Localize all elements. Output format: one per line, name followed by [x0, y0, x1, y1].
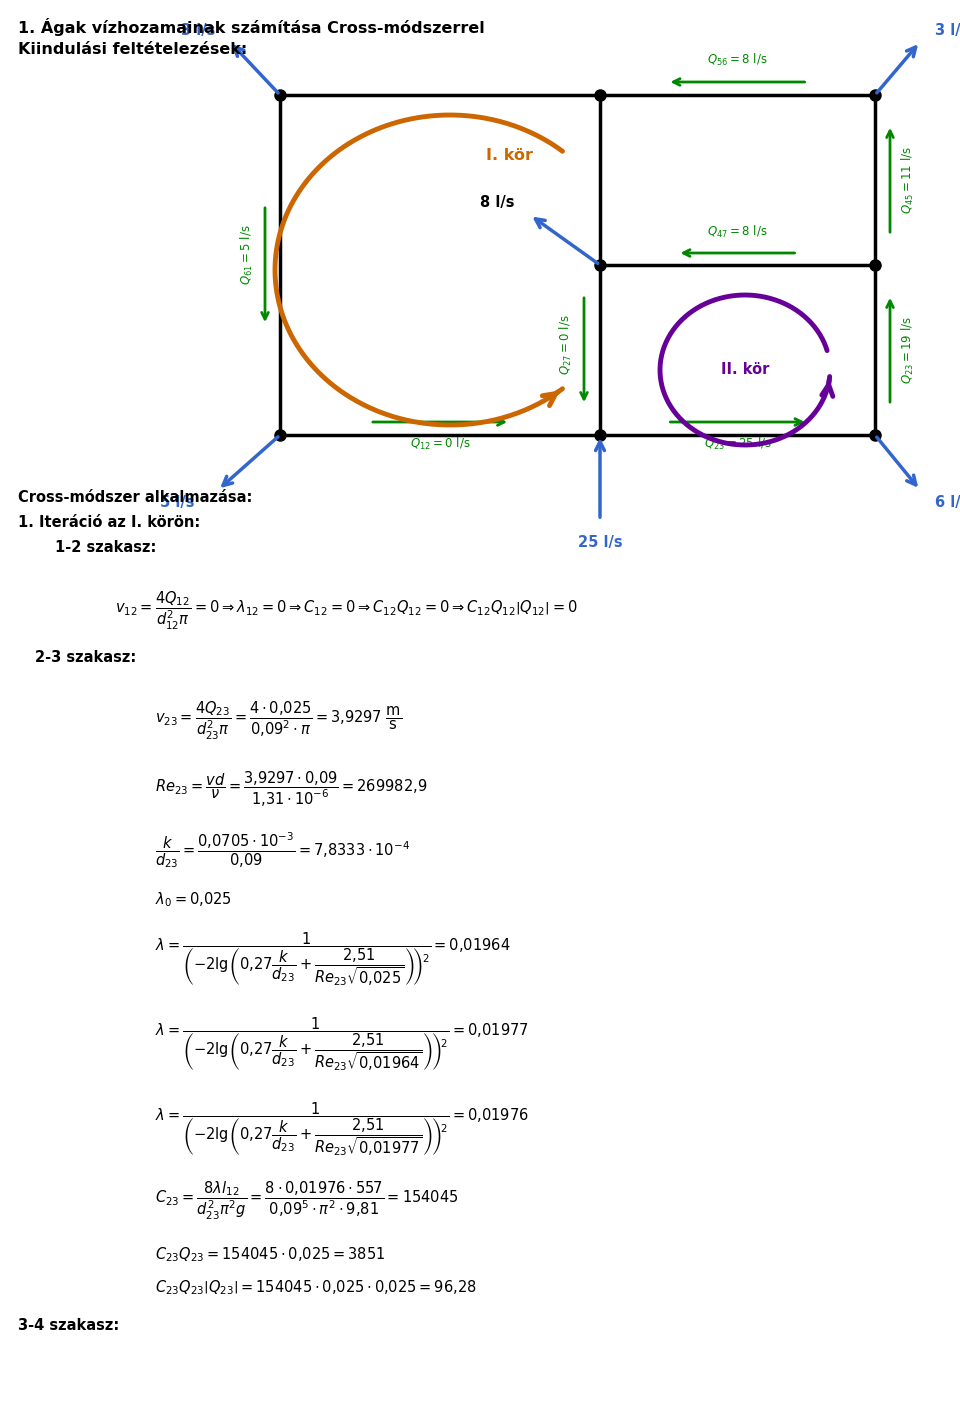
- Text: $C_{23}Q_{23} = 154045 \cdot 0{,}025 = 3851$: $C_{23}Q_{23} = 154045 \cdot 0{,}025 = 3…: [155, 1246, 385, 1264]
- Text: $\dfrac{k}{d_{23}} = \dfrac{0{,}0705 \cdot 10^{-3}}{0{,}09} = 7{,}8333 \cdot 10^: $\dfrac{k}{d_{23}} = \dfrac{0{,}0705 \cd…: [155, 830, 410, 870]
- Text: $C_{23}Q_{23}\left|Q_{23}\right| = 154045 \cdot 0{,}025 \cdot 0{,}025 = 96{,}28$: $C_{23}Q_{23}\left|Q_{23}\right| = 15404…: [155, 1278, 477, 1297]
- Text: $Q_{12}=0\ \mathrm{l/s}$: $Q_{12}=0\ \mathrm{l/s}$: [410, 436, 470, 452]
- Text: $Q_{27}=0\ \mathrm{l/s}$: $Q_{27}=0\ \mathrm{l/s}$: [558, 315, 574, 376]
- Text: Kiindulási feltételezések:: Kiindulási feltételezések:: [18, 43, 248, 57]
- Text: I. kör: I. kör: [487, 147, 534, 163]
- Text: 1. Iteráció az I. körön:: 1. Iteráció az I. körön:: [18, 514, 201, 530]
- Text: 1. Ágak vízhozamainak számítása Cross-módszerrel: 1. Ágak vízhozamainak számítása Cross-mó…: [18, 18, 485, 35]
- Text: $Q_{56}=8\ \mathrm{l/s}$: $Q_{56}=8\ \mathrm{l/s}$: [708, 52, 768, 68]
- Text: $Re_{23} = \dfrac{vd}{\nu} = \dfrac{3{,}9297 \cdot 0{,}09}{1{,}31 \cdot 10^{-6}}: $Re_{23} = \dfrac{vd}{\nu} = \dfrac{3{,}…: [155, 769, 427, 809]
- Text: 6 l/s: 6 l/s: [935, 495, 960, 510]
- Text: $C_{23} = \dfrac{8\lambda l_{12}}{d_{23}^2\pi^2 g} = \dfrac{8 \cdot 0{,}01976 \c: $C_{23} = \dfrac{8\lambda l_{12}}{d_{23}…: [155, 1180, 459, 1223]
- Text: $\lambda = \dfrac{1}{\left(-2\lg\!\left(0{,}27\dfrac{k}{d_{23}} + \dfrac{2{,}51}: $\lambda = \dfrac{1}{\left(-2\lg\!\left(…: [155, 930, 511, 988]
- Text: 2-3 szakasz:: 2-3 szakasz:: [35, 650, 136, 665]
- Text: $\lambda = \dfrac{1}{\left(-2\lg\!\left(0{,}27\dfrac{k}{d_{23}} + \dfrac{2{,}51}: $\lambda = \dfrac{1}{\left(-2\lg\!\left(…: [155, 1100, 529, 1158]
- Text: 8 l/s: 8 l/s: [481, 196, 515, 210]
- Text: 1-2 szakasz:: 1-2 szakasz:: [55, 540, 156, 555]
- Text: $Q_{47}=8\ \mathrm{l/s}$: $Q_{47}=8\ \mathrm{l/s}$: [708, 224, 768, 239]
- Text: $Q_{61}=5\ \mathrm{l/s}$: $Q_{61}=5\ \mathrm{l/s}$: [239, 225, 255, 285]
- Text: Cross-módszer alkalmazása:: Cross-módszer alkalmazása:: [18, 490, 252, 504]
- Text: $\lambda_0 = 0{,}025$: $\lambda_0 = 0{,}025$: [155, 890, 231, 908]
- Text: 3 l/s: 3 l/s: [935, 23, 960, 38]
- Text: $\lambda = \dfrac{1}{\left(-2\lg\!\left(0{,}27\dfrac{k}{d_{23}} + \dfrac{2{,}51}: $\lambda = \dfrac{1}{\left(-2\lg\!\left(…: [155, 1015, 529, 1073]
- Text: $v_{23} = \dfrac{4Q_{23}}{d_{23}^2\pi} = \dfrac{4 \cdot 0{,}025}{0{,}09^2 \cdot : $v_{23} = \dfrac{4Q_{23}}{d_{23}^2\pi} =…: [155, 700, 402, 743]
- Text: II. kör: II. kör: [721, 363, 769, 377]
- Text: $Q_{23}=19\ \mathrm{l/s}$: $Q_{23}=19\ \mathrm{l/s}$: [900, 316, 916, 384]
- Text: $v_{12} = \dfrac{4Q_{12}}{d_{12}^2\pi} = 0 \Rightarrow \lambda_{12} = 0 \Rightar: $v_{12} = \dfrac{4Q_{12}}{d_{12}^2\pi} =…: [115, 589, 578, 632]
- Text: $Q_{45}=11\ \mathrm{l/s}$: $Q_{45}=11\ \mathrm{l/s}$: [900, 146, 916, 214]
- Text: 3-4 szakasz:: 3-4 szakasz:: [18, 1318, 119, 1333]
- Text: $Q_{23}=25\ \mathrm{l/s}$: $Q_{23}=25\ \mathrm{l/s}$: [704, 436, 772, 452]
- Text: 3 l/s: 3 l/s: [180, 23, 215, 38]
- Text: 25 l/s: 25 l/s: [578, 536, 622, 550]
- Text: 5 l/s: 5 l/s: [160, 495, 195, 510]
